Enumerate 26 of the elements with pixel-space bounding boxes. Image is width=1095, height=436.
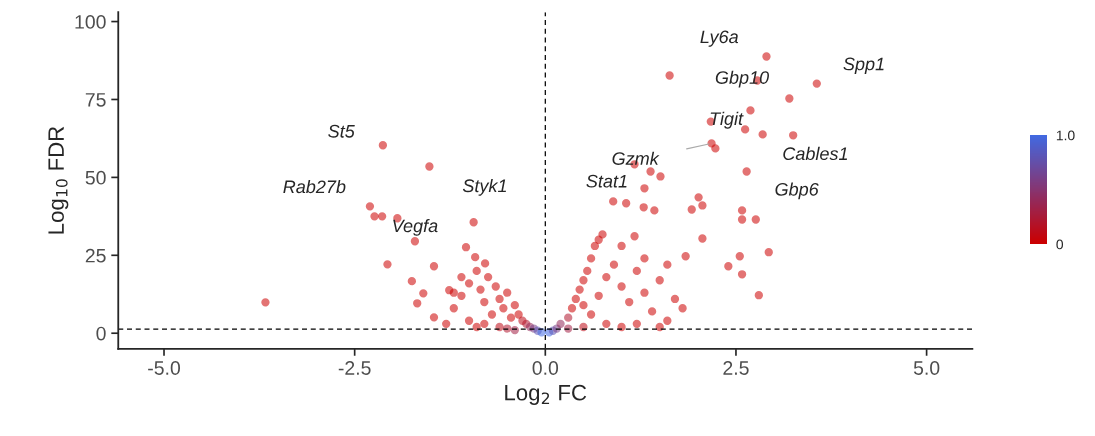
annotation: Gbp10 (715, 70, 769, 88)
annotation: Rab27b (283, 179, 346, 194)
annotation: St5 (328, 124, 355, 138)
x-tick-label: 0.0 (532, 361, 559, 375)
annotation: Cables1 (783, 146, 848, 161)
annotation: Vegfa (393, 218, 438, 236)
x-tick-label: 5.0 (913, 361, 940, 375)
annotation: Gbp6 (775, 182, 819, 200)
y-tick-label: 75 (85, 93, 106, 107)
annotation: Ly6a (700, 30, 739, 47)
annotation: Stat1 (586, 174, 627, 188)
y-tick-label: 0 (96, 326, 106, 341)
color-bar-label: 1.0 (1056, 130, 1075, 141)
annotation: Tigit (710, 111, 744, 129)
x-axis-title: Log$_{2}$ FC (505, 384, 587, 405)
y-tick-label: 25 (85, 248, 106, 263)
x-tick-label: -5.0 (148, 361, 181, 375)
y-axis-title: Log$_{10}$ FDR (48, 126, 69, 234)
color-bar-label: 0 (1056, 239, 1064, 250)
y-tick-label: 100 (75, 15, 106, 29)
y-tick-label: 50 (85, 170, 106, 185)
annotation: Styk1 (462, 178, 507, 196)
annotation: Spp1 (843, 57, 884, 74)
annotation: Gzmk (612, 151, 660, 165)
x-tick-label: 2.5 (723, 361, 749, 375)
x-tick-label: -2.5 (338, 361, 371, 375)
